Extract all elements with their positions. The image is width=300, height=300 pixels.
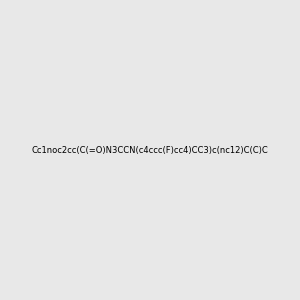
Text: Cc1noc2cc(C(=O)N3CCN(c4ccc(F)cc4)CC3)c(nc12)C(C)C: Cc1noc2cc(C(=O)N3CCN(c4ccc(F)cc4)CC3)c(n…	[32, 146, 268, 154]
